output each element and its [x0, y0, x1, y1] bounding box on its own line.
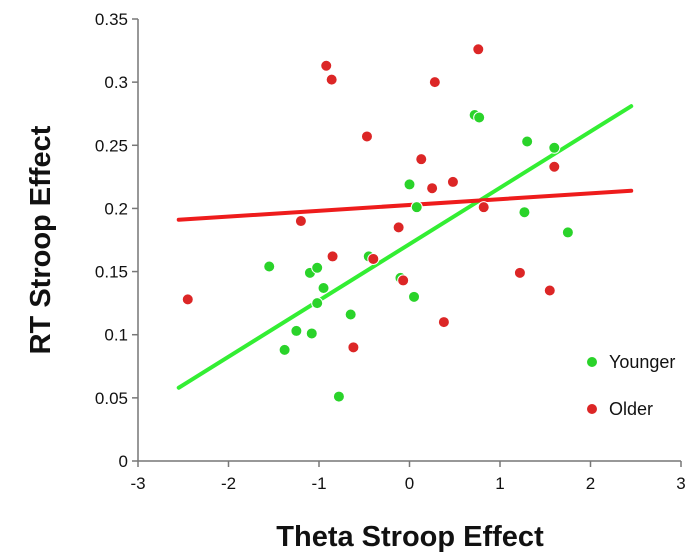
y-tick-label: 0: [119, 452, 128, 471]
legend-marker-older: [586, 403, 598, 415]
y-tick-label: 0.05: [95, 389, 128, 408]
point-older: [360, 130, 373, 143]
point-older: [320, 59, 333, 72]
point-older: [548, 160, 561, 173]
point-older: [446, 175, 459, 188]
point-older: [426, 182, 439, 195]
point-younger: [561, 226, 574, 239]
x-tick-label: 0: [405, 474, 414, 493]
point-younger: [311, 261, 324, 274]
point-younger: [290, 324, 303, 337]
point-younger: [548, 141, 561, 154]
point-older: [347, 341, 360, 354]
trend-lines: [176, 104, 634, 390]
point-older: [513, 266, 526, 279]
y-tick-label: 0.25: [95, 136, 128, 155]
trend-line-younger: [176, 104, 634, 390]
x-tick-label: 3: [676, 474, 685, 493]
point-older: [326, 250, 339, 263]
point-younger: [410, 201, 423, 214]
point-older: [437, 316, 450, 329]
point-older: [294, 215, 307, 228]
legend-label-younger: Younger: [609, 352, 675, 372]
point-older: [428, 76, 441, 89]
point-younger: [305, 327, 318, 340]
point-older: [397, 274, 410, 287]
point-older: [415, 153, 428, 166]
point-younger: [403, 178, 416, 191]
x-axis-title: Theta Stroop Effect: [276, 521, 544, 553]
point-older: [477, 201, 490, 214]
axes: [132, 18, 682, 467]
point-older: [392, 221, 405, 234]
data-points: [181, 43, 574, 403]
point-older: [472, 43, 485, 56]
point-older: [367, 252, 380, 265]
legend-label-older: Older: [609, 399, 653, 419]
point-older: [543, 284, 556, 297]
point-younger: [521, 135, 534, 148]
point-younger: [317, 281, 330, 294]
point-younger: [473, 111, 486, 124]
point-younger: [518, 206, 531, 219]
point-younger: [408, 290, 421, 303]
point-older: [325, 73, 338, 86]
x-tick-label: -2: [221, 474, 236, 493]
y-tick-label: 0.35: [95, 10, 128, 29]
point-older: [181, 293, 194, 306]
x-tick-label: 1: [495, 474, 504, 493]
y-tick-label: 0.15: [95, 263, 128, 282]
legend: Younger Older: [586, 352, 675, 419]
y-tick-label: 0.3: [104, 73, 128, 92]
trend-line-older: [176, 188, 634, 222]
y-axis-title: RT Stroop Effect: [25, 125, 57, 354]
point-younger: [332, 390, 345, 403]
x-tick-label: 2: [586, 474, 595, 493]
y-tick-label: 0.1: [104, 326, 128, 345]
point-younger: [263, 260, 276, 273]
point-younger: [278, 343, 291, 356]
legend-marker-younger: [586, 356, 598, 368]
tick-labels: 0 0.05 0.1 0.15 0.2 0.25 0.3 0.35 -3 -2 -1 0 1 2 3: [95, 10, 686, 493]
y-tick-label: 0.2: [104, 199, 128, 218]
x-tick-label: -3: [130, 474, 145, 493]
point-younger: [311, 297, 324, 310]
point-younger: [344, 308, 357, 321]
x-tick-label: -1: [311, 474, 326, 493]
